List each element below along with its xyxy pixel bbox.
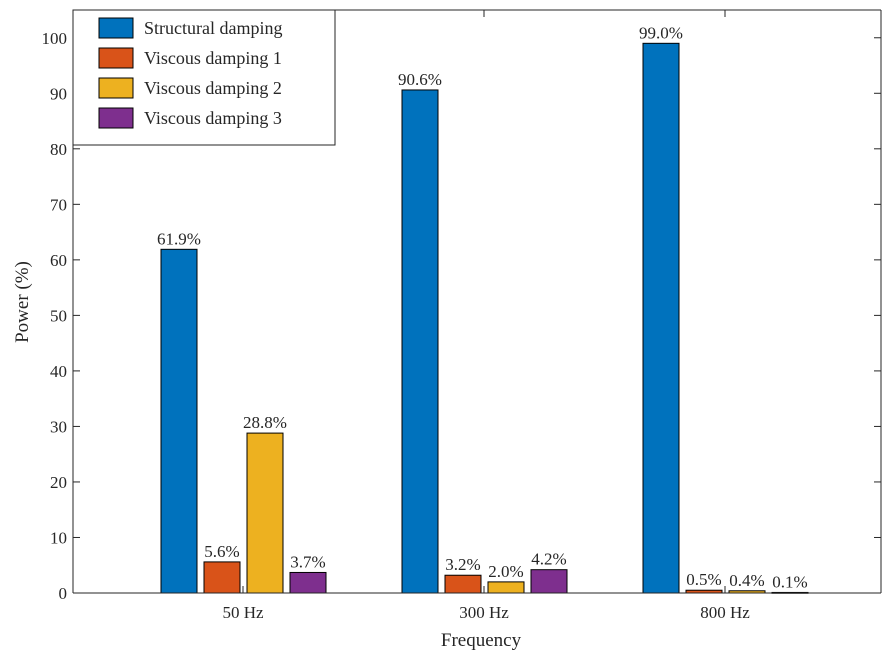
- y-tick-label: 30: [50, 417, 67, 436]
- legend-entry: Structural damping: [144, 18, 282, 38]
- bar-1-3: [642, 42, 680, 594]
- y-tick-label: 20: [50, 473, 67, 492]
- data-label: 0.5%: [686, 570, 721, 589]
- data-label: 28.8%: [243, 413, 287, 432]
- bar-3-2: [487, 581, 525, 594]
- data-label: 2.0%: [488, 562, 523, 581]
- data-label: 5.6%: [204, 542, 239, 561]
- legend: Structural damping Viscous damping 1 Visco…: [72, 9, 336, 146]
- data-label: 0.1%: [772, 572, 807, 591]
- x-tick-label: 50 Hz: [222, 603, 264, 622]
- data-label: 0.4%: [729, 571, 764, 590]
- bars-layer: [160, 42, 809, 594]
- x-axis-label: Frequency: [441, 630, 522, 651]
- data-label: 90.6%: [398, 70, 442, 89]
- legend-swatch: [98, 77, 134, 99]
- bar-4-2: [530, 569, 568, 594]
- legend-entry: Viscous damping 3: [144, 108, 282, 128]
- legend-swatch: [98, 107, 134, 129]
- y-tick-label: 80: [50, 140, 67, 159]
- data-label: 4.2%: [531, 550, 566, 569]
- data-label: 99.0%: [639, 23, 683, 42]
- y-tick-label: 70: [50, 195, 67, 214]
- bar-2-2: [444, 574, 482, 594]
- legend-entry: Viscous damping 2: [144, 78, 282, 98]
- data-label: 3.2%: [445, 555, 480, 574]
- legend-entry: Viscous damping 1: [144, 48, 282, 68]
- y-tick-label: 0: [59, 584, 68, 603]
- y-tick-label: 90: [50, 84, 67, 103]
- y-axis-label: Power (%): [12, 261, 33, 343]
- bar-2-1: [203, 561, 241, 594]
- y-tick-label: 40: [50, 362, 67, 381]
- legend-swatch: [98, 17, 134, 39]
- data-labels-layer: 61.9% 90.6% 99.0% 5.6% 3.2% 0.5% 28.8% 2.0% 0.4%…: [157, 23, 808, 591]
- bar-3-1: [246, 432, 284, 594]
- bar-1-2: [401, 89, 439, 594]
- x-tick-label: 800 Hz: [700, 603, 750, 622]
- data-label: 3.7%: [290, 552, 325, 571]
- y-tick-label: 100: [42, 29, 68, 48]
- data-label: 61.9%: [157, 229, 201, 248]
- axes-layer: 0 10 20 30 40 50 60 70 80 90 100 50 Hz 300 Hz 800 Hz: [42, 9, 882, 622]
- y-tick-label: 60: [50, 251, 67, 270]
- bar-1-1: [160, 248, 198, 594]
- bar-4-1: [289, 571, 327, 594]
- y-tick-label: 10: [50, 528, 67, 547]
- y-tick-label: 50: [50, 306, 67, 325]
- x-tick-label: 300 Hz: [459, 603, 509, 622]
- legend-swatch: [98, 47, 134, 69]
